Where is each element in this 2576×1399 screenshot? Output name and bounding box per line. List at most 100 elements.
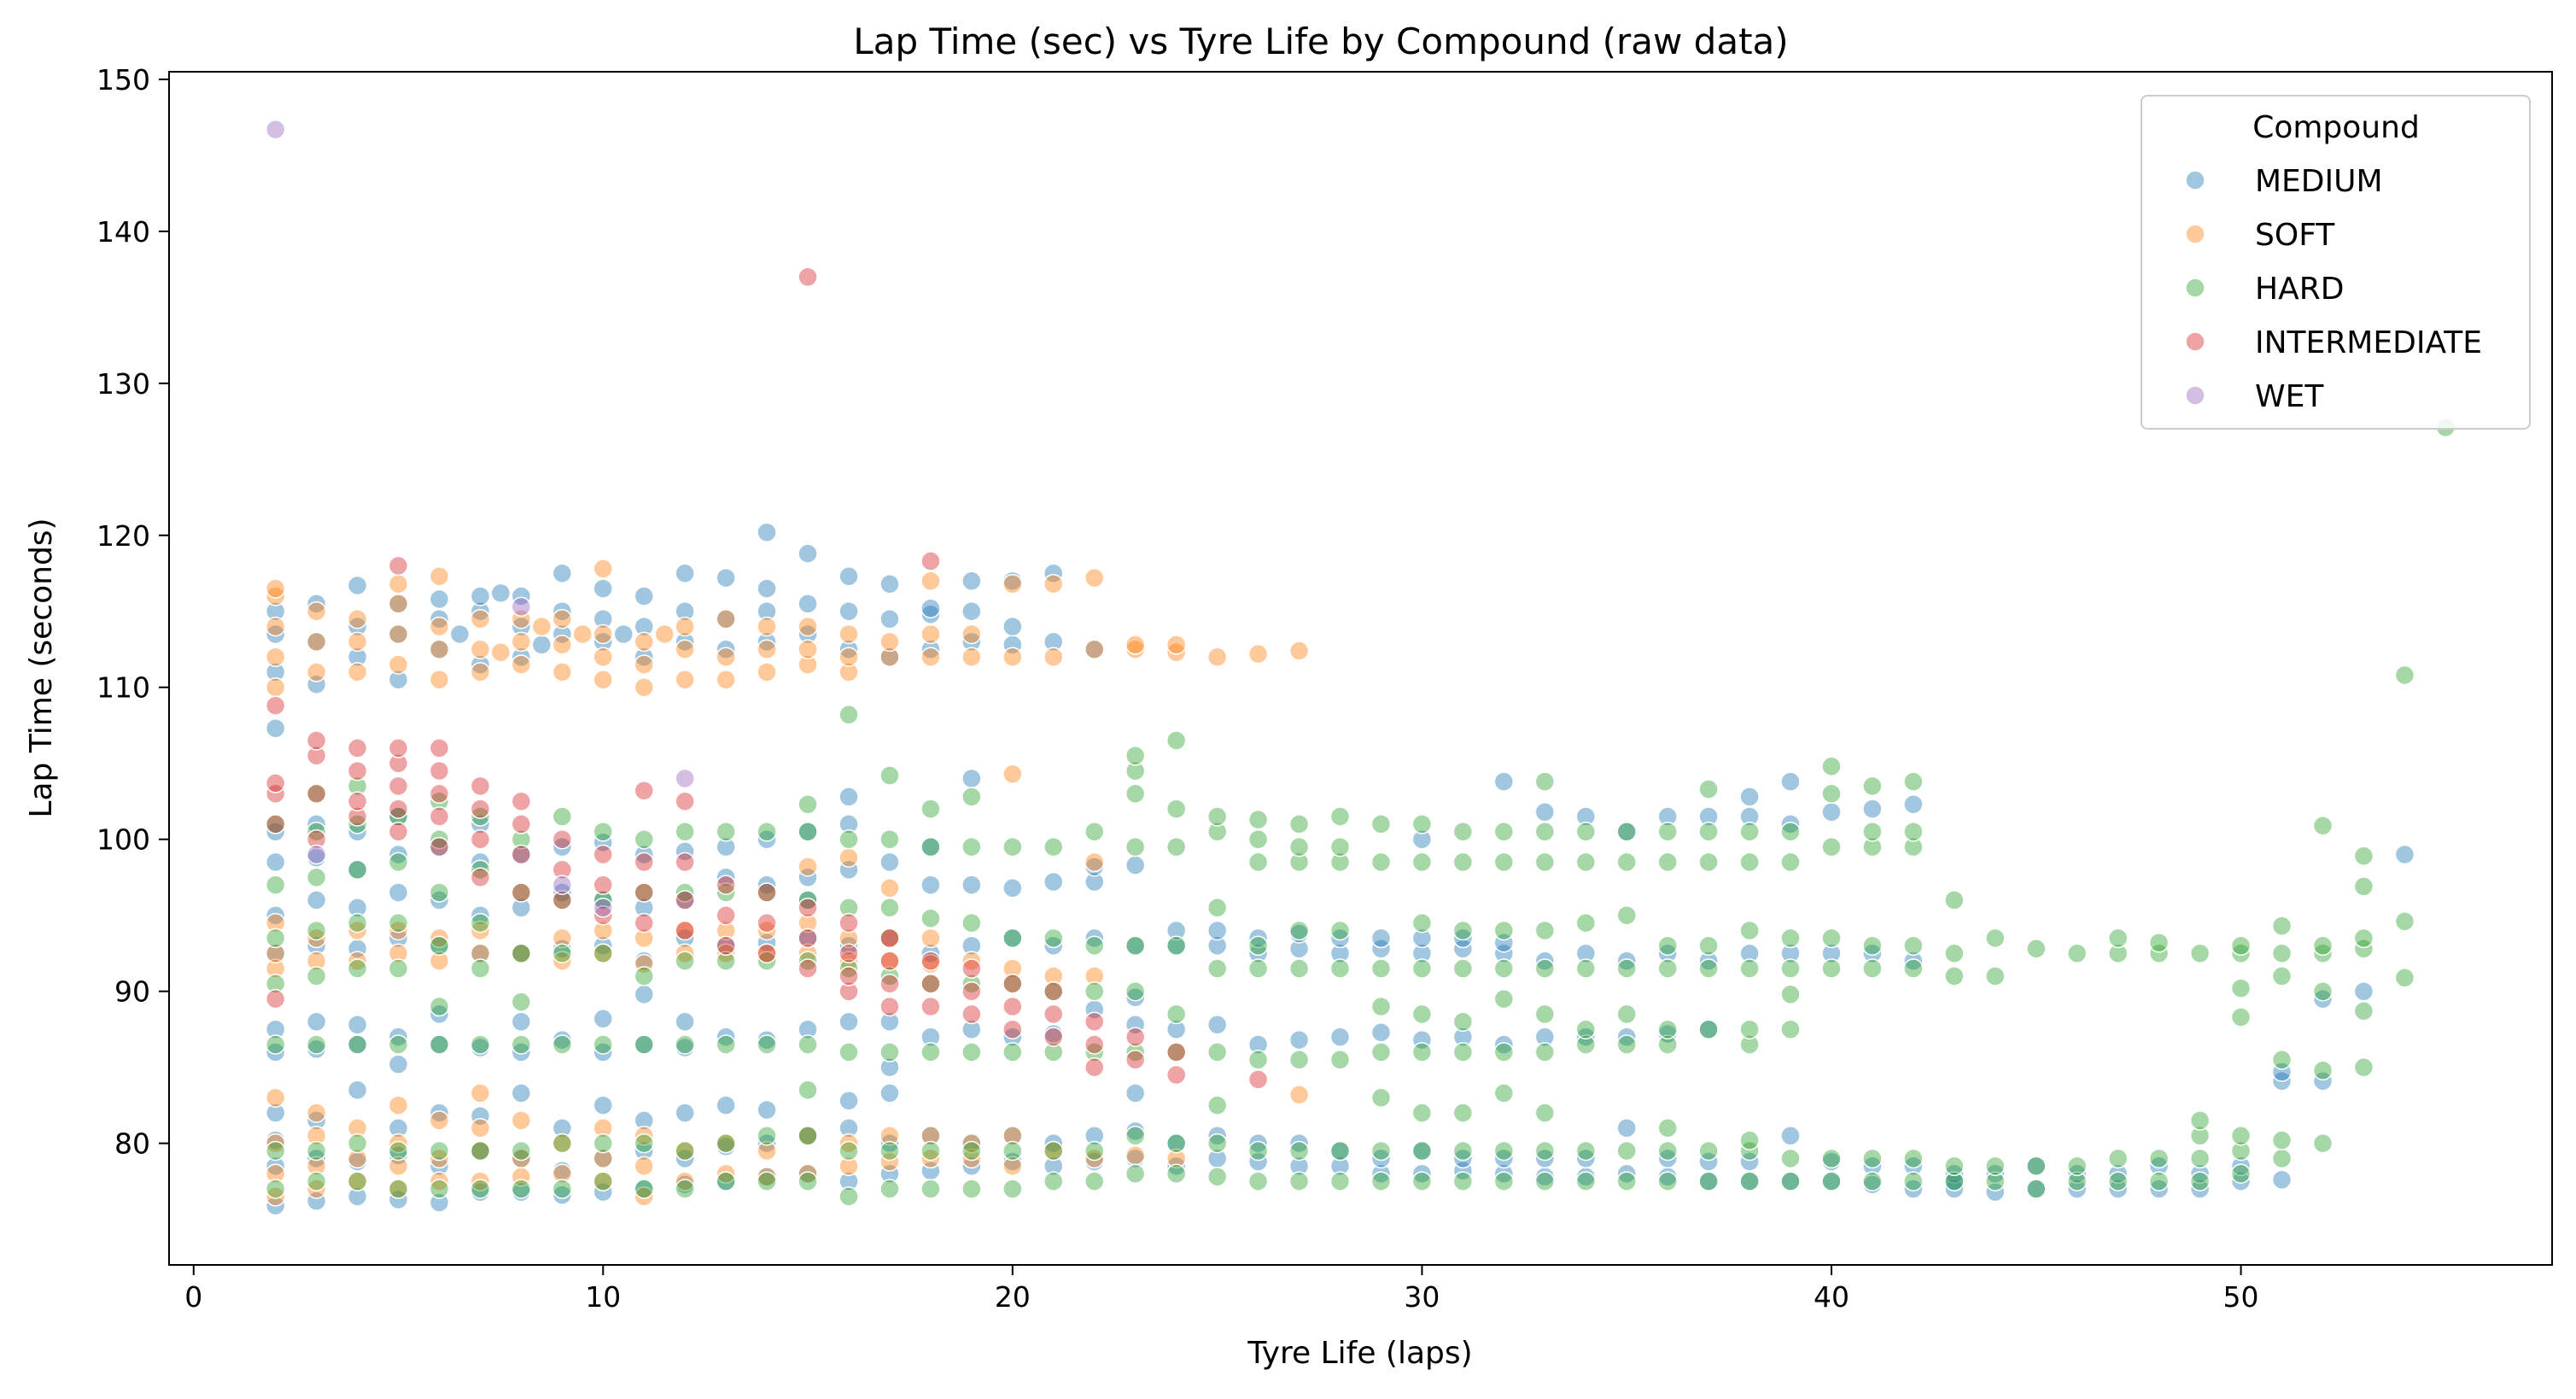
point-hard-7 bbox=[306, 1171, 327, 1191]
point-hard-317 bbox=[2026, 1156, 2047, 1177]
point-wet-3 bbox=[552, 875, 573, 895]
point-soft-144 bbox=[961, 1133, 982, 1154]
point-medium-300 bbox=[1698, 806, 1719, 827]
point-soft-135 bbox=[879, 631, 900, 653]
point-medium-70 bbox=[470, 654, 491, 675]
point-hard-362 bbox=[2394, 664, 2415, 686]
point-soft-57 bbox=[490, 642, 511, 663]
point-medium-238 bbox=[1206, 920, 1228, 941]
point-intermediate-14 bbox=[388, 799, 409, 819]
y-tick-label-110: 110 bbox=[96, 671, 150, 705]
point-hard-119 bbox=[961, 1042, 982, 1062]
point-intermediate-50 bbox=[756, 912, 777, 934]
point-medium-259 bbox=[1411, 1163, 1433, 1184]
point-hard-359 bbox=[2353, 846, 2374, 867]
point-medium-237 bbox=[1206, 935, 1228, 957]
point-medium-56 bbox=[429, 890, 450, 910]
point-hard-109 bbox=[879, 765, 900, 786]
point-medium-121 bbox=[675, 1103, 695, 1123]
point-soft-47 bbox=[429, 566, 450, 587]
point-medium-47 bbox=[388, 670, 409, 690]
y-tick-label-90: 90 bbox=[114, 975, 150, 1009]
point-hard-187 bbox=[1329, 920, 1351, 941]
point-hard-244 bbox=[1616, 1171, 1637, 1191]
point-hard-121 bbox=[961, 912, 982, 934]
point-medium-263 bbox=[1411, 928, 1433, 949]
point-medium-1 bbox=[265, 1156, 286, 1177]
point-soft-37 bbox=[388, 594, 409, 614]
point-medium-317 bbox=[1862, 943, 1883, 963]
point-hard-247 bbox=[1616, 1004, 1637, 1025]
point-hard-85 bbox=[756, 951, 777, 971]
point-hard-61 bbox=[593, 943, 614, 963]
point-intermediate-2 bbox=[265, 783, 286, 805]
point-medium-245 bbox=[1288, 1133, 1310, 1154]
point-medium-180 bbox=[879, 608, 900, 629]
point-medium-69 bbox=[470, 814, 491, 834]
point-hard-8 bbox=[306, 1140, 327, 1162]
point-medium-251 bbox=[1329, 1027, 1351, 1047]
point-medium-308 bbox=[1780, 943, 1801, 963]
point-hard-134 bbox=[1043, 928, 1064, 949]
point-soft-158 bbox=[1084, 1148, 1105, 1169]
point-medium-278 bbox=[1534, 1027, 1556, 1047]
point-soft-66 bbox=[552, 1163, 573, 1184]
point-hard-168 bbox=[1247, 1140, 1269, 1162]
point-medium-195 bbox=[961, 875, 982, 895]
point-soft-75 bbox=[593, 1148, 614, 1169]
point-medium-12 bbox=[265, 623, 286, 645]
point-medium-256 bbox=[1370, 1021, 1392, 1043]
point-soft-22 bbox=[347, 1148, 368, 1169]
point-hard-360 bbox=[2394, 967, 2415, 988]
point-intermediate-57 bbox=[838, 966, 859, 986]
point-hard-76 bbox=[716, 1171, 736, 1191]
point-hard-147 bbox=[1124, 836, 1146, 858]
point-hard-304 bbox=[1903, 836, 1924, 858]
point-soft-102 bbox=[716, 920, 736, 941]
point-hard-273 bbox=[1739, 1019, 1760, 1039]
point-hard-117 bbox=[961, 1179, 982, 1199]
point-medium-169 bbox=[838, 639, 859, 660]
point-hard-112 bbox=[920, 1042, 941, 1062]
point-intermediate-46 bbox=[716, 935, 736, 957]
point-hard-245 bbox=[1616, 1140, 1637, 1162]
point-hard-271 bbox=[1739, 1130, 1760, 1150]
point-medium-219 bbox=[1084, 871, 1105, 893]
point-intermediate-13 bbox=[388, 822, 409, 842]
point-hard-314 bbox=[1985, 966, 2006, 986]
point-intermediate-35 bbox=[593, 904, 614, 926]
point-soft-128 bbox=[838, 623, 859, 645]
point-intermediate-75 bbox=[1043, 1004, 1064, 1025]
point-hard-91 bbox=[797, 1034, 818, 1055]
point-hard-182 bbox=[1288, 814, 1310, 834]
point-hard-319 bbox=[2066, 1171, 2088, 1191]
point-hard-71 bbox=[675, 1140, 695, 1162]
point-medium-255 bbox=[1370, 1148, 1392, 1169]
point-hard-308 bbox=[1944, 1156, 1965, 1177]
point-hard-26 bbox=[388, 958, 409, 979]
point-medium-213 bbox=[1043, 631, 1064, 653]
point-soft-139 bbox=[920, 928, 941, 949]
point-soft-44 bbox=[429, 670, 450, 690]
point-hard-266 bbox=[1698, 852, 1719, 873]
point-medium-117 bbox=[634, 616, 655, 637]
point-hard-211 bbox=[1452, 1042, 1474, 1062]
point-medium-246 bbox=[1288, 1029, 1310, 1051]
x-tick-label-0: 0 bbox=[184, 1280, 202, 1314]
point-medium-106 bbox=[593, 578, 614, 599]
point-soft-94 bbox=[675, 943, 695, 963]
point-intermediate-59 bbox=[838, 912, 859, 934]
point-medium-297 bbox=[1698, 1151, 1719, 1172]
point-intermediate-7 bbox=[306, 746, 327, 766]
point-medium-160 bbox=[797, 543, 818, 564]
point-intermediate-17 bbox=[388, 738, 409, 758]
point-medium-226 bbox=[1124, 987, 1146, 1008]
point-hard-190 bbox=[1329, 806, 1351, 827]
point-medium-303 bbox=[1739, 943, 1760, 963]
point-medium-284 bbox=[1575, 943, 1597, 963]
point-hard-39 bbox=[470, 1140, 491, 1162]
point-hard-207 bbox=[1411, 814, 1433, 834]
point-medium-270 bbox=[1493, 1163, 1515, 1184]
point-medium-26 bbox=[347, 1186, 368, 1207]
point-hard-144 bbox=[1124, 1042, 1146, 1062]
